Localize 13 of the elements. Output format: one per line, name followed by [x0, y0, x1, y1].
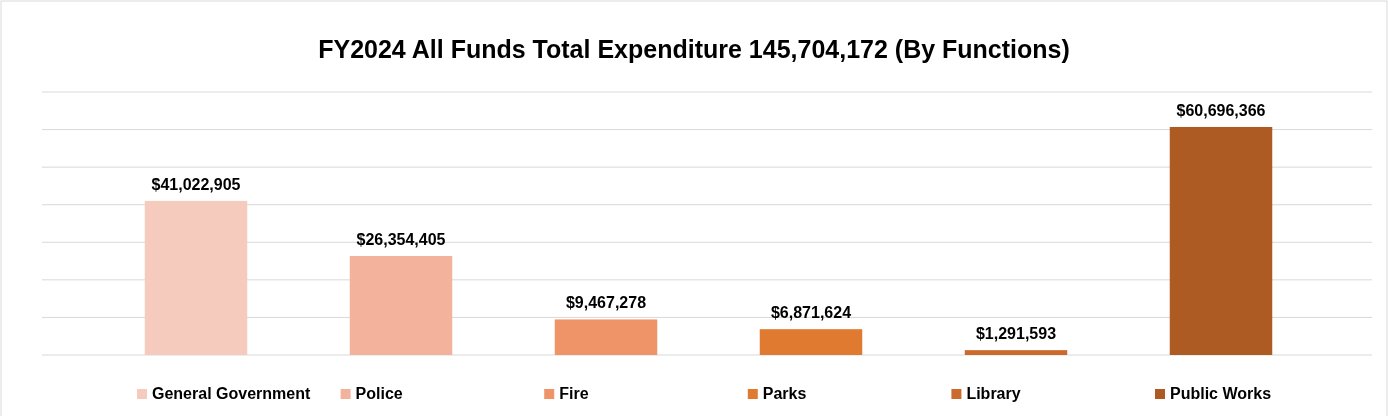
chart-title: FY2024 All Funds Total Expenditure 145,704,172 (By Functions) — [318, 35, 1070, 63]
legend-label: Fire — [559, 385, 589, 402]
legend-label: Parks — [762, 385, 807, 402]
legend-label: Police — [355, 385, 403, 402]
data-label: $60,696,366 — [1176, 101, 1266, 119]
legend-label: Library — [966, 385, 1021, 402]
data-label: $1,291,593 — [975, 325, 1057, 343]
data-label: $26,354,405 — [356, 230, 446, 248]
legend-label: Public Works — [1170, 385, 1272, 402]
legend-label: General Government — [152, 385, 311, 402]
data-label: $41,022,905 — [151, 175, 241, 193]
data-label: $9,467,278 — [565, 294, 647, 312]
data-label: $6,871,624 — [770, 304, 852, 322]
